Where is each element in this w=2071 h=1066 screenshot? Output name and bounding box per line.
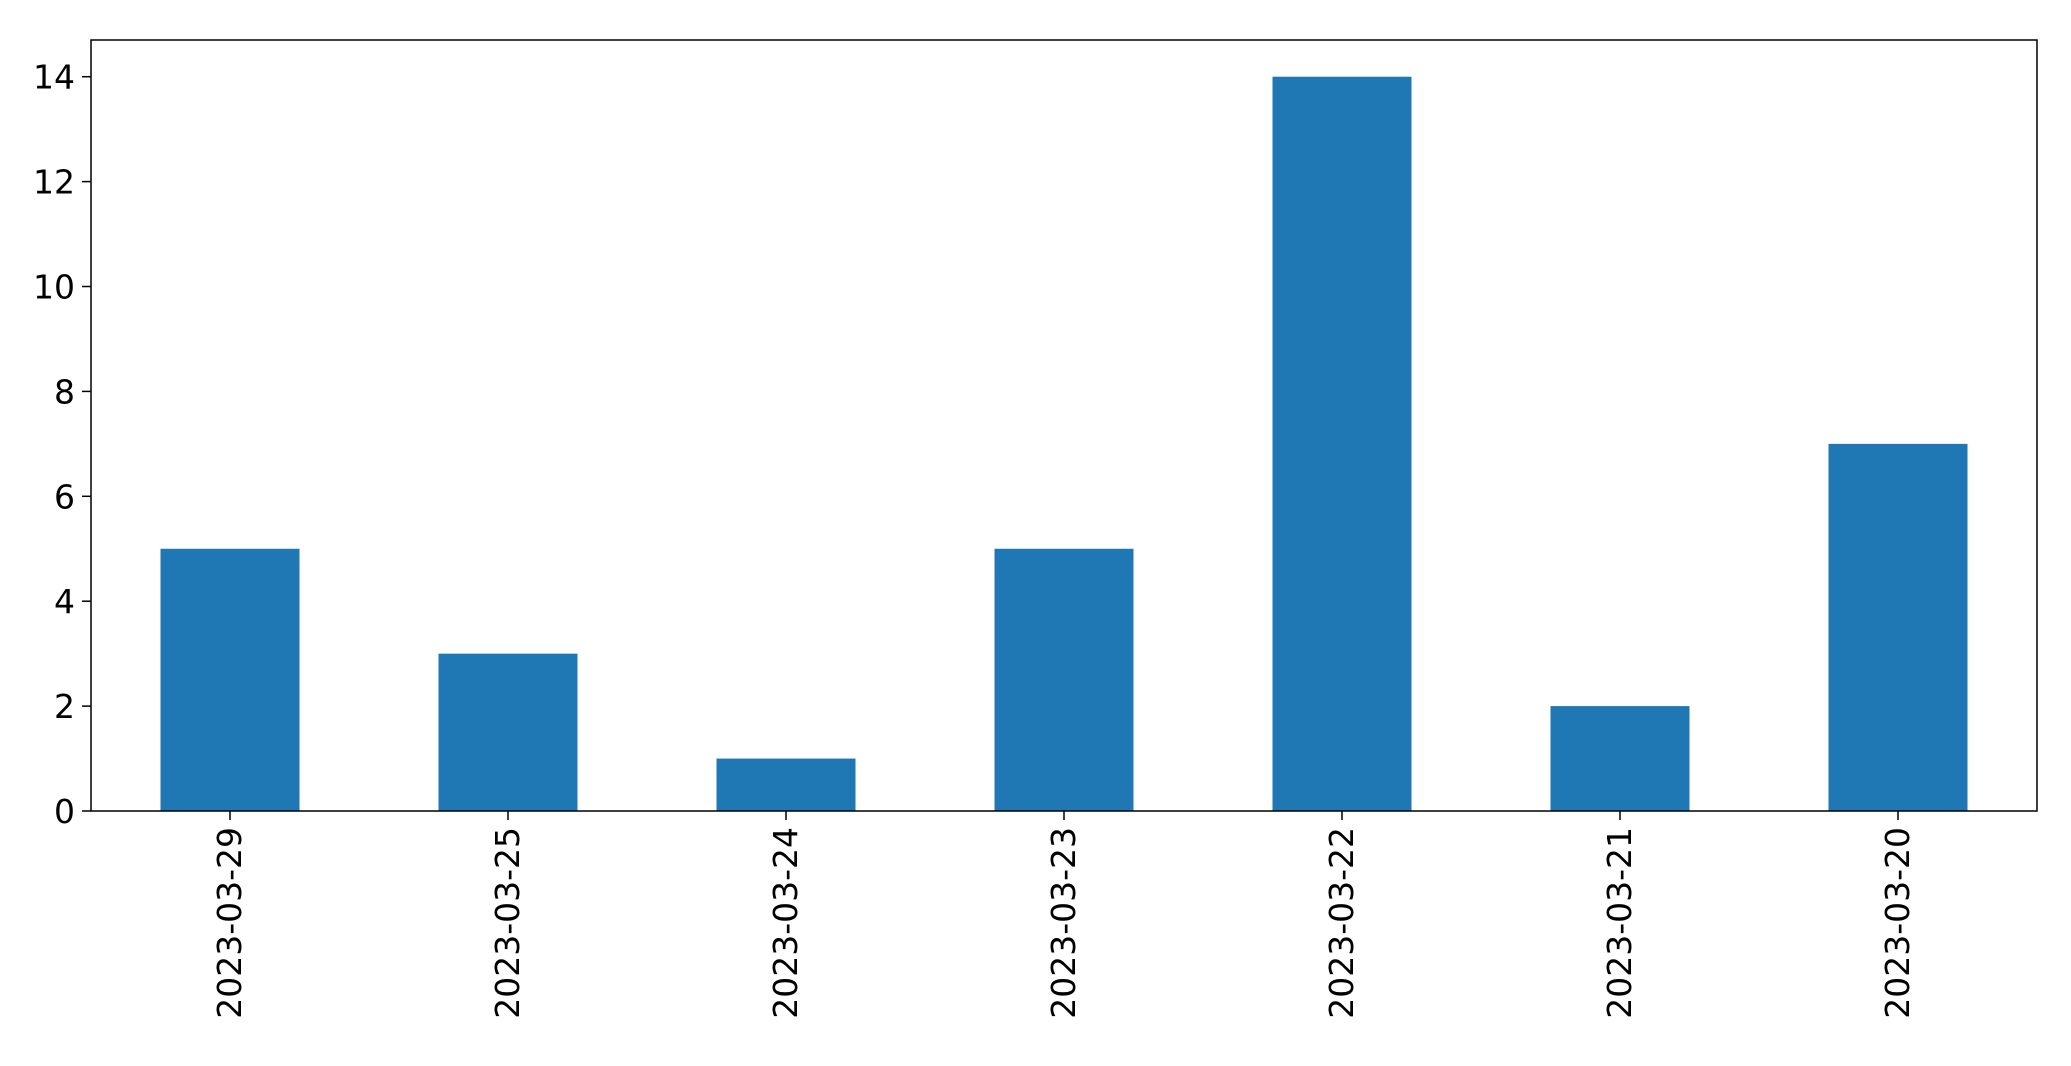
- x-tick-label: 2023-03-25: [488, 827, 527, 1019]
- bar-2023-03-21: [1550, 706, 1690, 811]
- y-axis: 0 2 4 6 8 10 12 14: [33, 58, 91, 831]
- plot-area-frame: [90, 39, 2038, 812]
- y-tick-label: 6: [54, 477, 75, 516]
- bar-2023-03-29: [160, 548, 300, 811]
- x-tick-label: 2023-03-24: [766, 827, 805, 1019]
- x-tick-label: 2023-03-20: [1878, 827, 1917, 1019]
- y-tick-label: 0: [54, 792, 75, 831]
- x-tick-label: 2023-03-23: [1044, 827, 1083, 1019]
- bars-layer: [160, 76, 1968, 811]
- bar-2023-03-24: [716, 758, 856, 811]
- bar-2023-03-22: [1272, 76, 1412, 811]
- x-tick-label: 2023-03-22: [1322, 827, 1361, 1019]
- bar-2023-03-25: [438, 653, 578, 811]
- y-tick-label: 2: [54, 687, 75, 726]
- x-tick-label: 2023-03-21: [1600, 827, 1639, 1019]
- y-tick-label: 14: [33, 58, 75, 97]
- bar-2023-03-20: [1828, 443, 1968, 811]
- x-tick-label: 2023-03-29: [210, 827, 249, 1019]
- y-tick-label: 4: [54, 582, 75, 621]
- y-tick-label: 8: [54, 372, 75, 411]
- x-axis: 2023-03-29 2023-03-25 2023-03-24 2023-03-23…: [210, 811, 1917, 1019]
- y-tick-label: 10: [33, 268, 75, 307]
- y-tick-label: 12: [33, 163, 75, 202]
- bar-2023-03-23: [994, 548, 1134, 811]
